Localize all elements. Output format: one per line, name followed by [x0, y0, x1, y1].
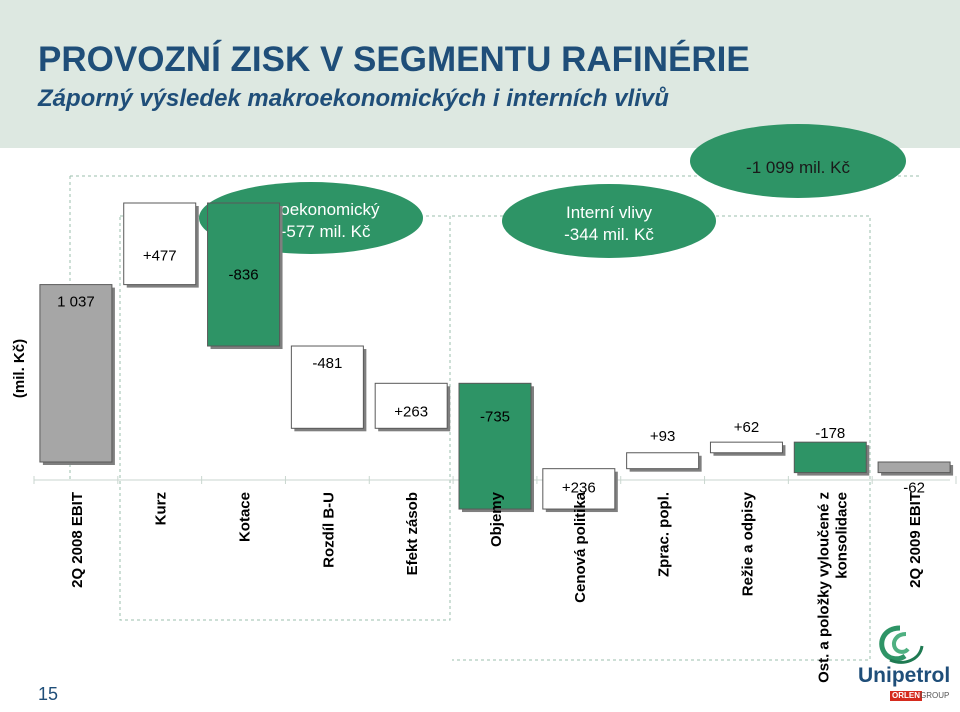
logo-name: Unipetrol: [858, 664, 951, 687]
category-label-5: Objemy: [488, 491, 505, 547]
internal-callout-ellipse: [502, 184, 716, 258]
internal-callout-line1: Interní vlivy: [566, 203, 652, 222]
data-label-10: -62: [903, 480, 925, 497]
category-label-line1: Ost. a položky vyloučené z: [815, 492, 832, 683]
data-label-7: +93: [650, 428, 675, 445]
page-subtitle: Záporný výsledek makroekonomických i int…: [38, 85, 669, 112]
category-label-6: Cenová politika: [572, 491, 589, 603]
data-label-1: +477: [143, 248, 177, 265]
category-labels-group: 2Q 2008 EBIT Kurz Kotace Rozdíl B-U Efekt zá…: [69, 491, 924, 683]
bar-2: [207, 202, 281, 347]
y-axis-label-text: (mil. Kč): [11, 338, 29, 399]
data-label-0: 1 037: [57, 294, 95, 311]
data-label-9: -178: [815, 425, 845, 442]
bar-0: [39, 284, 113, 463]
logo-swirl-icon: [879, 625, 924, 664]
bar-8: [709, 441, 783, 454]
bar-5: [458, 382, 532, 510]
bar-3: [290, 345, 364, 429]
category-label-8: Režie a odpisy: [739, 491, 756, 596]
data-label-2: -836: [229, 267, 259, 284]
callout-group: Makroekonomický vliv -577 mil. Kč Intern…: [199, 124, 906, 258]
data-label-5: -735: [480, 408, 510, 425]
unipetrol-logo: Unipetrol ORLEN GROUP: [850, 622, 950, 706]
data-label-8: +62: [734, 419, 759, 436]
logo-orlen-badge: ORLEN: [890, 691, 922, 701]
data-label-3: -481: [312, 355, 342, 372]
category-label-10: 2Q 2009 EBIT: [907, 492, 924, 588]
total-callout-text: -1 099 mil. Kč: [746, 158, 850, 177]
total-callout-ellipse: [690, 124, 906, 198]
category-label-4: Efekt zásob: [404, 492, 421, 575]
logo-group-text: GROUP: [920, 691, 950, 700]
macro-group-box: [119, 215, 451, 621]
data-label-4: +263: [394, 403, 428, 420]
category-label-3: Rozdíl B-U: [320, 492, 337, 568]
internal-group-box: [452, 215, 871, 661]
bar-4: [374, 382, 448, 429]
bar-9: [793, 441, 867, 474]
bar-7: [626, 452, 700, 470]
category-label-0: 2Q 2008 EBIT: [69, 492, 86, 588]
header-band: [0, 0, 960, 148]
data-label-6: +236: [562, 480, 596, 497]
page-title: PROVOZNÍ ZISK V SEGMENTU RAFINÉRIE: [38, 40, 750, 79]
y-axis-label: (mil. Kč): [2, 338, 48, 400]
category-label-line2: konsolidace: [833, 492, 850, 579]
internal-callout-line2: -344 mil. Kč: [564, 225, 654, 244]
category-label-2: Kotace: [237, 492, 254, 542]
page-number: 15: [38, 684, 59, 704]
category-label-9: Ost. a položky vyloučené zkonsolidace: [815, 492, 850, 683]
bar-10: [877, 461, 951, 474]
category-label-7: Zprac. popl.: [656, 492, 673, 577]
bar-1: [123, 202, 197, 286]
bar-6: [542, 468, 616, 510]
bars-group: 1 037 +477 -836 -481 +263 -735 +236 +93 +62 -178 -…: [39, 202, 954, 513]
category-label-1: Kurz: [153, 492, 170, 525]
